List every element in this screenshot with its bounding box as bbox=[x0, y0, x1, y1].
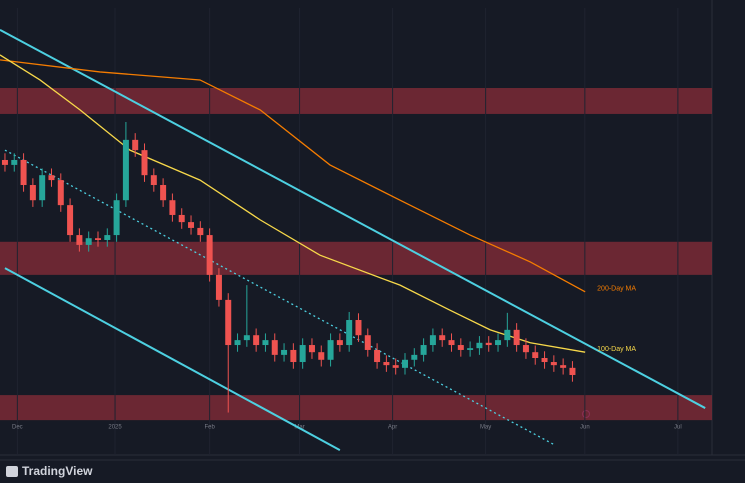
candle-body bbox=[141, 150, 148, 176]
candle-body bbox=[420, 345, 427, 355]
candle-body bbox=[76, 235, 83, 245]
candle-body bbox=[374, 349, 381, 363]
line-label: 200-Day MA bbox=[597, 286, 636, 293]
candle-body bbox=[178, 214, 185, 223]
candle-body bbox=[411, 354, 418, 360]
candle-body bbox=[11, 159, 18, 165]
candle-body bbox=[169, 200, 176, 215]
x-tick-label: Dec bbox=[12, 425, 23, 431]
candle-body bbox=[429, 335, 436, 346]
brand: TradingView bbox=[22, 464, 93, 478]
x-tick-label: Feb bbox=[204, 425, 215, 431]
candle-body bbox=[401, 359, 408, 368]
candle-body bbox=[197, 227, 204, 236]
candle-body bbox=[160, 185, 167, 201]
candle-body bbox=[560, 365, 567, 368]
candle-body bbox=[1, 159, 8, 165]
moving-average bbox=[0, 54, 586, 353]
candle-body bbox=[262, 340, 269, 346]
candle-body bbox=[290, 349, 297, 363]
x-tick-label: 2025 bbox=[108, 425, 122, 431]
candle-body bbox=[318, 352, 325, 360]
candle-body bbox=[85, 238, 92, 245]
candle-body bbox=[392, 365, 399, 368]
candle-body bbox=[485, 342, 492, 346]
trendline bbox=[4, 267, 341, 451]
candle-body bbox=[29, 185, 36, 201]
candle-body bbox=[132, 139, 139, 151]
candle-body bbox=[336, 340, 343, 346]
x-tick-label: Jun bbox=[580, 425, 590, 431]
candle-body bbox=[346, 320, 353, 346]
zone bbox=[0, 395, 712, 421]
candle-body bbox=[67, 205, 74, 236]
candle-body bbox=[448, 340, 455, 346]
candle-body bbox=[569, 367, 576, 375]
trendline bbox=[4, 149, 556, 446]
line-label: 100-Day MA bbox=[597, 346, 636, 353]
candle-body bbox=[243, 335, 250, 341]
candle-body bbox=[364, 335, 371, 350]
candle-body bbox=[550, 362, 557, 366]
candle-body bbox=[541, 358, 548, 363]
candle-body bbox=[271, 340, 278, 355]
candle-body bbox=[225, 299, 232, 346]
candle-body bbox=[215, 274, 222, 300]
candle-body bbox=[39, 175, 46, 201]
candle-body bbox=[57, 180, 64, 206]
candle-body bbox=[206, 235, 213, 275]
trendline bbox=[0, 29, 706, 409]
x-tick-label: Apr bbox=[388, 425, 397, 431]
candle-body bbox=[20, 159, 27, 186]
candle-body bbox=[122, 139, 129, 201]
candle-body bbox=[150, 175, 157, 186]
moving-average bbox=[0, 59, 586, 293]
candle-body bbox=[281, 349, 288, 355]
candle-body bbox=[504, 329, 511, 341]
candle-body bbox=[383, 362, 390, 366]
candle-body bbox=[439, 335, 446, 341]
candle-body bbox=[522, 345, 529, 353]
candle-body bbox=[253, 335, 260, 346]
candle-body bbox=[327, 340, 334, 360]
brand-logo bbox=[6, 466, 18, 477]
candle-body bbox=[113, 200, 120, 236]
x-tick-label: May bbox=[480, 425, 491, 431]
zone bbox=[0, 241, 712, 275]
candle-body bbox=[94, 238, 101, 240]
candle-body bbox=[457, 345, 464, 350]
candle-body bbox=[532, 352, 539, 359]
candle-body bbox=[234, 340, 241, 346]
candle-body bbox=[308, 345, 315, 353]
zone bbox=[0, 88, 712, 114]
candle-body bbox=[476, 342, 483, 349]
candle-body bbox=[513, 329, 520, 346]
candle-body bbox=[495, 340, 502, 346]
candle-body bbox=[188, 222, 195, 228]
candle-body bbox=[48, 175, 55, 181]
candle-body bbox=[355, 320, 362, 336]
candle-body bbox=[467, 348, 474, 350]
candle-body bbox=[299, 345, 306, 363]
x-tick-label: Jul bbox=[674, 425, 682, 431]
candle-body bbox=[104, 235, 111, 240]
